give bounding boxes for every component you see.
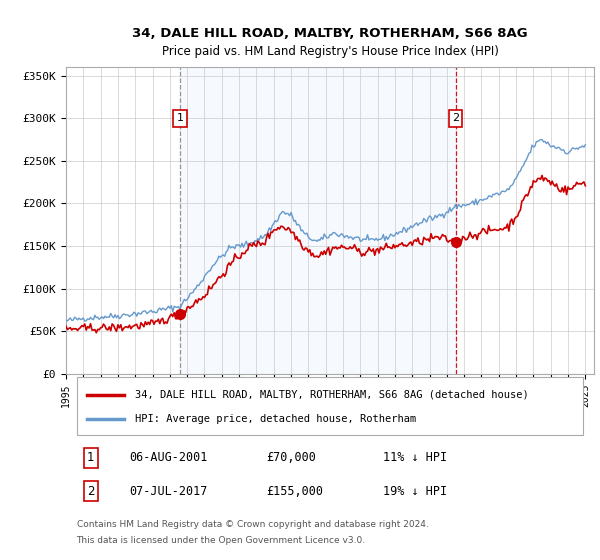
Text: 11% ↓ HPI: 11% ↓ HPI (383, 451, 447, 464)
Text: HPI: Average price, detached house, Rotherham: HPI: Average price, detached house, Roth… (134, 414, 416, 424)
Text: Contains HM Land Registry data © Crown copyright and database right 2024.: Contains HM Land Registry data © Crown c… (77, 520, 428, 529)
Text: 07-JUL-2017: 07-JUL-2017 (130, 484, 208, 497)
Text: 34, DALE HILL ROAD, MALTBY, ROTHERHAM, S66 8AG (detached house): 34, DALE HILL ROAD, MALTBY, ROTHERHAM, S… (134, 390, 529, 400)
Bar (180, 67, 455, 374)
Text: 34, DALE HILL ROAD, MALTBY, ROTHERHAM, S66 8AG: 34, DALE HILL ROAD, MALTBY, ROTHERHAM, S… (132, 27, 528, 40)
Text: £155,000: £155,000 (266, 484, 323, 497)
Text: 1: 1 (87, 451, 95, 464)
Text: 2: 2 (452, 113, 459, 123)
Text: 06-AUG-2001: 06-AUG-2001 (130, 451, 208, 464)
Text: £70,000: £70,000 (266, 451, 317, 464)
Text: 2: 2 (87, 484, 95, 497)
Text: 19% ↓ HPI: 19% ↓ HPI (383, 484, 447, 497)
FancyBboxPatch shape (77, 377, 583, 435)
Text: Price paid vs. HM Land Registry's House Price Index (HPI): Price paid vs. HM Land Registry's House … (161, 45, 499, 58)
Text: This data is licensed under the Open Government Licence v3.0.: This data is licensed under the Open Gov… (77, 535, 365, 544)
Text: 1: 1 (176, 113, 184, 123)
